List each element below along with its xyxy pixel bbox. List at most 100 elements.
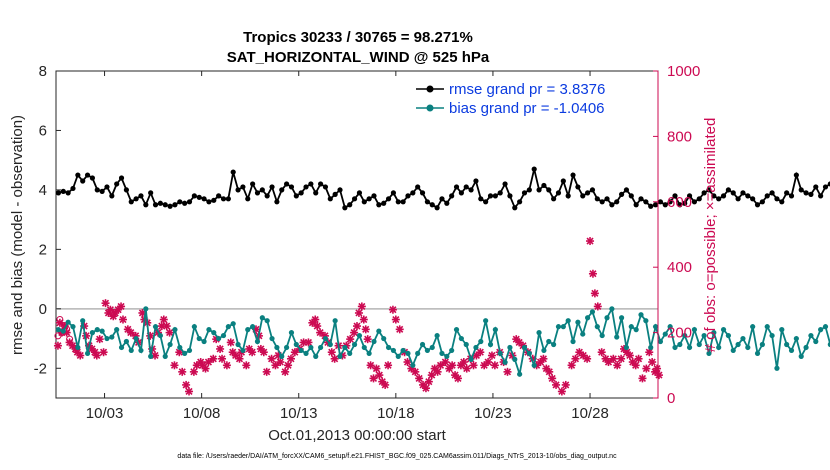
bias-point — [769, 332, 775, 339]
bias-point — [424, 347, 430, 354]
obs-assimilated-marker — [372, 364, 381, 373]
rmse-point — [497, 190, 503, 196]
rmse-point — [483, 199, 489, 205]
bias-point — [361, 344, 367, 351]
bias-point — [745, 344, 751, 351]
y2-tick-label: 800 — [667, 128, 692, 145]
rmse-point — [172, 202, 178, 208]
bias-point — [507, 344, 513, 351]
bias-point — [65, 319, 71, 325]
x-tick-label: 10/18 — [377, 405, 415, 422]
rmse-point — [788, 193, 795, 199]
rmse-point — [89, 175, 96, 181]
obs-assimilated-marker — [235, 354, 244, 363]
obs-assimilated-marker — [182, 380, 191, 389]
legend-rmse-marker — [426, 85, 434, 93]
obs-assimilated-marker — [597, 348, 606, 357]
rmse-point — [162, 202, 168, 208]
x-tick-label: 10/28 — [571, 405, 609, 422]
bias-point — [541, 347, 547, 354]
bias-point — [216, 335, 222, 342]
obs-assimilated-marker — [469, 361, 478, 370]
obs-assimilated-marker — [248, 348, 257, 357]
obs-assimilated-marker — [487, 351, 496, 360]
rmse-point — [308, 181, 314, 187]
obs-assimilated-marker — [539, 354, 548, 363]
obs-assimilated-marker — [391, 315, 400, 324]
obs-assimilated-marker — [95, 335, 104, 344]
rmse-point — [517, 199, 523, 205]
bias-point — [468, 356, 474, 362]
rmse-point — [284, 181, 290, 187]
rmse-point — [123, 187, 129, 193]
bias-point — [133, 335, 139, 342]
bias-point — [492, 327, 498, 333]
bias-point — [453, 327, 460, 333]
rmse-point — [429, 202, 435, 208]
obs-assimilated-marker — [586, 237, 595, 246]
obs-assimilated-marker — [459, 358, 468, 367]
rmse-point — [288, 184, 295, 190]
bias-point — [594, 324, 600, 330]
bias-point — [201, 338, 207, 345]
rmse-point — [735, 196, 741, 202]
obs-assimilated-marker — [216, 344, 225, 353]
bias-point — [429, 344, 435, 351]
y-tick-label: 4 — [39, 182, 47, 199]
obs-assimilated-marker — [327, 348, 336, 357]
bias-point — [560, 324, 566, 330]
bias-point — [337, 353, 343, 359]
y2-tick-label: 600 — [667, 194, 692, 211]
bias-point — [555, 324, 562, 330]
bias-point — [740, 335, 746, 342]
bias-point — [599, 332, 605, 339]
bias-point — [575, 319, 581, 325]
bias-point — [235, 341, 241, 348]
y2-tick-label: 200 — [667, 325, 692, 342]
obs-assimilated-marker — [638, 374, 647, 383]
bias-point — [580, 331, 586, 337]
bias-point — [182, 350, 188, 357]
rmse-point — [157, 200, 163, 206]
bias-point — [759, 341, 765, 348]
obs-assimilated-marker — [384, 361, 393, 370]
rmse-point — [803, 190, 809, 196]
data-file-footer: data file: /Users/raeder/DAI/ATM_forcXX/… — [177, 453, 617, 460]
bias-point — [89, 330, 96, 336]
obs-assimilated-marker — [617, 354, 626, 363]
y2-tick-label: 400 — [667, 259, 692, 276]
rmse-point — [109, 193, 115, 199]
bias-point — [536, 330, 542, 336]
rmse-point — [672, 193, 678, 199]
rmse-point — [614, 199, 620, 205]
bias-point — [381, 335, 387, 342]
obs-assimilated-marker — [403, 358, 412, 367]
obs-assimilated-marker — [388, 305, 397, 314]
rmse-point — [662, 202, 668, 208]
obs-assimilated-marker — [583, 354, 592, 363]
rmse-point — [118, 175, 125, 181]
rmse-point — [274, 199, 280, 205]
rmse-point — [827, 181, 830, 187]
rmse-point — [468, 187, 474, 193]
rmse-point — [138, 193, 144, 199]
rmse-point — [720, 193, 727, 199]
rmse-point — [167, 203, 173, 209]
rmse-point — [798, 187, 804, 193]
rmse-point — [716, 196, 722, 202]
bias-point — [288, 330, 295, 336]
obs-assimilated-marker — [476, 348, 485, 357]
obs-assimilated-marker — [653, 364, 662, 373]
obs-assimilated-marker — [357, 302, 366, 311]
bias-point — [487, 341, 494, 348]
rmse-point — [94, 187, 100, 193]
rmse-point — [269, 184, 275, 190]
rmse-point — [245, 196, 251, 202]
bias-point — [463, 341, 469, 348]
obs-assimilated-marker — [267, 354, 276, 363]
rmse-point — [152, 202, 159, 208]
bias-point — [327, 341, 333, 348]
y2-axis-ticks: 0 200 400 600 800 1000 — [653, 63, 700, 407]
bias-point — [589, 309, 596, 315]
rmse-point — [220, 196, 227, 202]
